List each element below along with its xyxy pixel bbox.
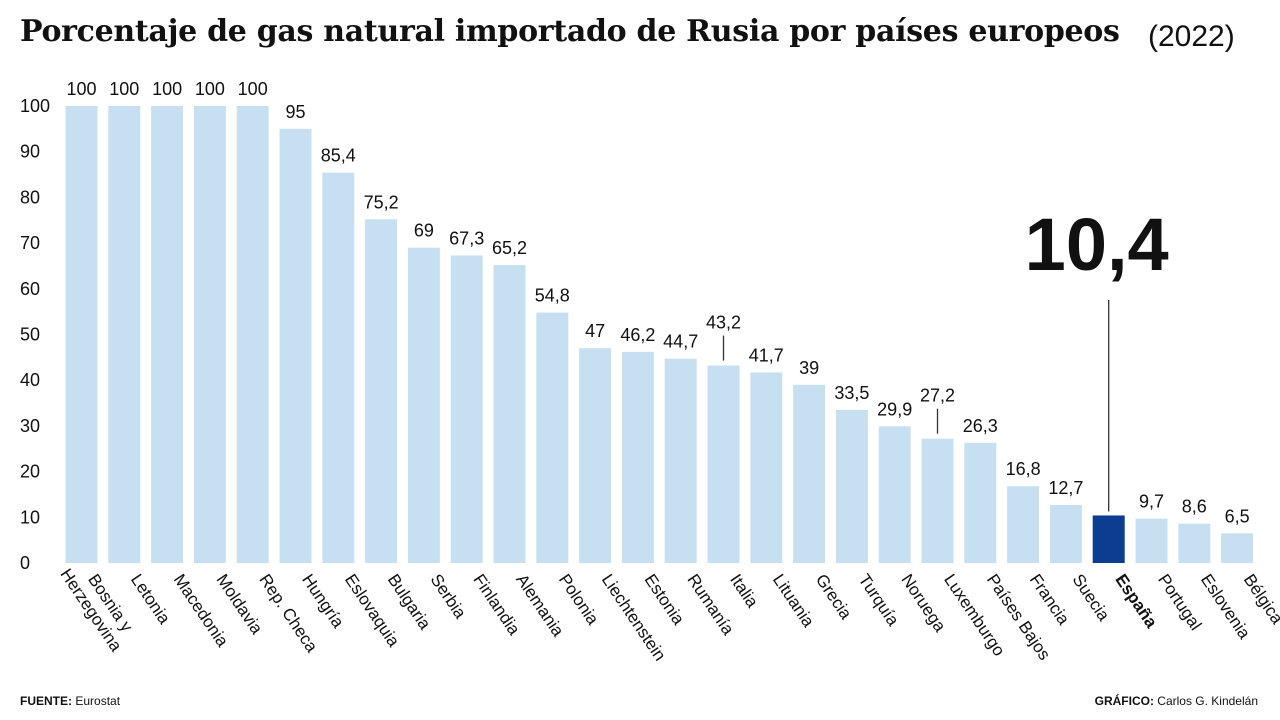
bar: [365, 219, 398, 563]
category-label: Suecia: [1069, 571, 1114, 625]
bar: [579, 348, 612, 563]
value-label: 43,2: [706, 313, 741, 333]
bar: [450, 255, 483, 563]
category-label: Italia: [726, 571, 762, 612]
bar: [1092, 515, 1125, 563]
y-tick-label: 60: [20, 279, 40, 299]
credit-value: Carlos G. Kindelán: [1157, 694, 1258, 708]
y-tick-label: 20: [20, 462, 40, 482]
value-label: 69: [414, 221, 434, 241]
value-label: 75,2: [364, 192, 399, 212]
value-label: 12,7: [1048, 478, 1083, 498]
chart-year: (2022): [1148, 20, 1235, 53]
value-label: 85,4: [321, 146, 356, 166]
y-tick-label: 50: [20, 325, 40, 345]
value-label: 44,7: [663, 332, 698, 352]
value-label: 54,8: [535, 286, 570, 306]
bar: [621, 351, 654, 563]
bar: [664, 358, 697, 563]
value-label: 26,3: [963, 416, 998, 436]
value-label: 95: [285, 102, 305, 122]
graphic-credit: GRÁFICO: Carlos G. Kindelán: [1095, 694, 1258, 708]
bar: [65, 106, 98, 563]
value-label: 100: [238, 79, 268, 99]
source-label: FUENTE:: [20, 694, 72, 708]
y-tick-label: 70: [20, 233, 40, 253]
bar: [750, 372, 783, 563]
bar: [279, 128, 312, 563]
bar: [1221, 533, 1254, 563]
value-label: 46,2: [620, 325, 655, 345]
y-tick-label: 80: [20, 187, 40, 207]
y-tick-label: 90: [20, 142, 40, 162]
category-label: España: [1111, 571, 1161, 632]
bar: [1178, 523, 1211, 563]
bar: [707, 365, 740, 563]
value-label: 67,3: [449, 228, 484, 248]
bar: [793, 384, 826, 563]
bar: [536, 312, 569, 563]
bar: [921, 438, 954, 563]
category-label: Turquía: [855, 571, 903, 630]
bar: [493, 265, 526, 563]
value-label: 47: [585, 321, 605, 341]
value-label: 29,9: [877, 399, 912, 419]
bar: [964, 442, 997, 563]
value-label: 100: [66, 79, 96, 99]
source-credit: FUENTE: Eurostat: [20, 694, 120, 708]
category-label: Letonia: [127, 571, 174, 628]
value-label: 6,5: [1225, 506, 1250, 526]
bar: [1135, 518, 1168, 563]
bar: [1007, 486, 1040, 563]
bar: [108, 106, 141, 563]
credit-label: GRÁFICO:: [1094, 694, 1154, 708]
source-value: Eurostat: [75, 694, 121, 708]
bar: [151, 106, 184, 563]
value-label: 100: [109, 79, 139, 99]
bar-chart: 0 10 20 30 40 50 60 70 80 90 100 100 Bosnia yHerzego…: [20, 79, 1280, 664]
category-label: Grecia: [812, 571, 856, 624]
bar: [1049, 504, 1082, 563]
bar: [236, 106, 269, 563]
value-label: 100: [152, 79, 182, 99]
value-label: 41,7: [749, 345, 784, 365]
category-label: Bosnia yHerzegovina: [56, 554, 142, 655]
bar: [193, 106, 226, 563]
y-tick-label: 30: [20, 416, 40, 436]
bar: [407, 247, 440, 564]
value-label: 27,2: [920, 386, 955, 406]
bar: [322, 172, 355, 564]
value-label: 33,5: [834, 383, 869, 403]
value-label: 9,7: [1139, 492, 1164, 512]
y-tick-label: 10: [20, 507, 40, 527]
y-tick-label: 100: [20, 96, 50, 116]
value-label: 39: [799, 358, 819, 378]
highlight-value-label: 10,4: [1025, 203, 1169, 286]
category-label: Lituania: [769, 571, 818, 631]
y-tick-label: 40: [20, 370, 40, 390]
bar: [878, 426, 911, 563]
value-label: 16,8: [1006, 459, 1041, 479]
value-label: 100: [195, 79, 225, 99]
y-tick-label: 0: [20, 553, 30, 573]
value-label: 65,2: [492, 238, 527, 258]
category-label: Serbia: [427, 571, 471, 623]
bar: [835, 409, 868, 563]
chart-title: Porcentaje de gas natural importado de R…: [20, 14, 1120, 49]
value-label: 8,6: [1182, 497, 1207, 517]
